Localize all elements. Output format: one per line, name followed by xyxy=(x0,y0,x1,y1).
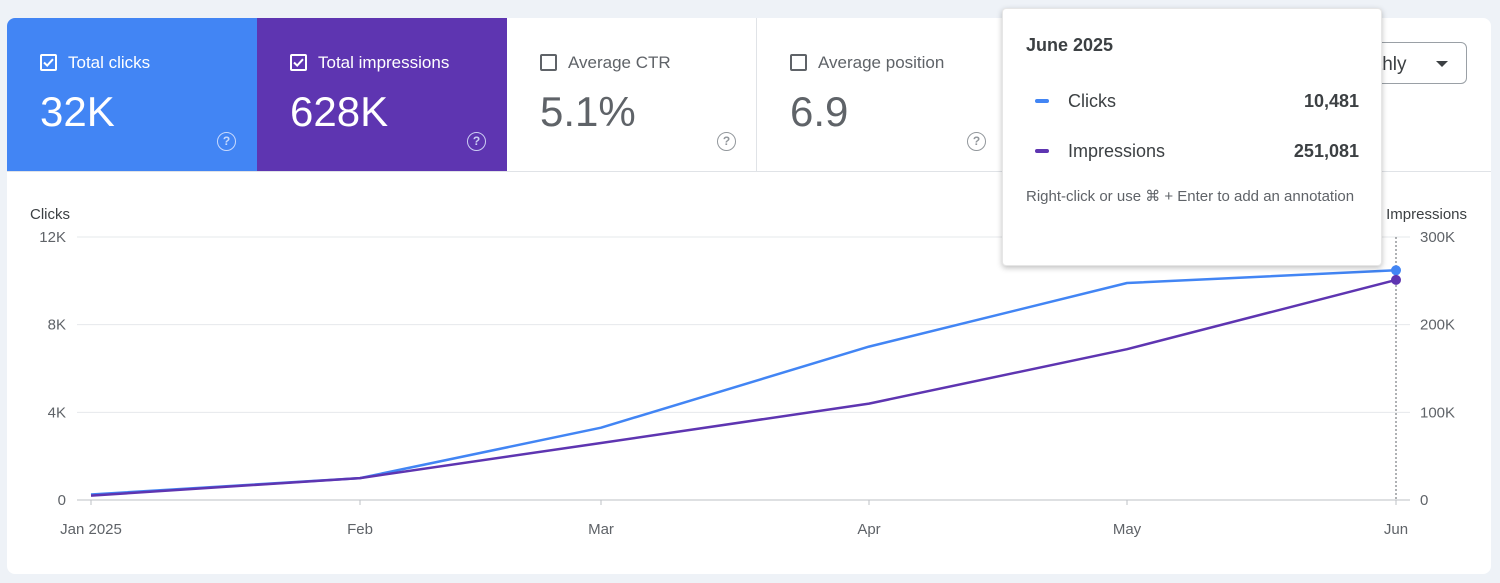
card-average-ctr[interactable]: Average CTR 5.1% ? xyxy=(507,18,757,171)
tooltip-row-impressions: Impressions 251,081 xyxy=(1003,141,1383,165)
chart-tooltip: June 2025 Clicks 10,481 Impressions 251,… xyxy=(1002,8,1382,266)
card-average-position[interactable]: Average position 6.9 ? xyxy=(757,18,1007,171)
x-axis-tick-label: May xyxy=(1113,521,1142,538)
checkbox-average-position[interactable] xyxy=(790,54,807,71)
tooltip-hint: Right-click or use ⌘ + Enter to add an a… xyxy=(1026,188,1355,205)
left-axis-tick-label: 8K xyxy=(48,317,66,334)
legend-swatch-clicks xyxy=(1035,99,1049,103)
tooltip-series-value: 10,481 xyxy=(1303,91,1359,111)
metric-cards: Total clicks 32K ? Total impressions 628… xyxy=(7,18,1491,172)
right-axis-tick-label: 200K xyxy=(1420,317,1455,334)
right-axis-tick-label: 0 xyxy=(1420,492,1428,509)
checkbox-average-ctr[interactable] xyxy=(540,54,557,71)
card-label: Average position xyxy=(818,53,945,72)
right-axis-tick-label: 100K xyxy=(1420,404,1455,421)
card-total-clicks[interactable]: Total clicks 32K ? xyxy=(7,18,257,171)
card-value: 32K xyxy=(40,88,115,135)
tooltip-row-clicks: Clicks 10,481 xyxy=(1003,91,1383,115)
card-value: 628K xyxy=(290,88,389,135)
left-axis-title: Clicks xyxy=(30,206,70,223)
x-axis-tick-label: Jan 2025 xyxy=(60,521,122,538)
x-axis-tick-label: Apr xyxy=(857,521,880,538)
check-icon xyxy=(293,58,304,68)
help-icon[interactable]: ? xyxy=(217,132,236,151)
tooltip-series-name: Clicks xyxy=(1068,91,1116,111)
help-icon[interactable]: ? xyxy=(717,132,736,151)
checkbox-total-impressions[interactable] xyxy=(290,54,307,71)
series-line-impressions xyxy=(90,278,1397,497)
tooltip-title: June 2025 xyxy=(1026,35,1114,55)
series-point-impressions xyxy=(1391,274,1401,285)
right-axis-title: Impressions xyxy=(1386,206,1467,223)
x-axis-tick-label: Jun xyxy=(1384,521,1408,538)
card-value: 5.1% xyxy=(540,88,636,135)
x-axis-tick-label: Feb xyxy=(347,521,373,538)
check-icon xyxy=(43,58,54,68)
tooltip-series-value: 251,081 xyxy=(1293,141,1359,161)
card-label: Total clicks xyxy=(68,53,151,72)
card-label: Total impressions xyxy=(318,53,450,72)
checkbox-total-clicks[interactable] xyxy=(40,54,57,71)
right-axis-tick-label: 300K xyxy=(1420,229,1455,246)
left-axis-tick-label: 0 xyxy=(58,492,66,509)
left-axis-tick-label: 12K xyxy=(39,229,66,246)
help-icon[interactable]: ? xyxy=(467,132,486,151)
series-point-clicks xyxy=(1391,265,1401,276)
left-axis-tick-label: 4K xyxy=(48,404,66,421)
card-value: 6.9 xyxy=(790,88,849,135)
card-total-impressions[interactable]: Total impressions 628K ? xyxy=(257,18,507,171)
legend-swatch-impressions xyxy=(1035,149,1049,153)
chevron-down-icon xyxy=(1436,61,1448,67)
series-line-clicks xyxy=(90,269,1397,496)
help-icon[interactable]: ? xyxy=(967,132,986,151)
tooltip-series-name: Impressions xyxy=(1068,141,1166,161)
x-axis-tick-label: Mar xyxy=(588,521,614,538)
card-label: Average CTR xyxy=(568,53,671,72)
